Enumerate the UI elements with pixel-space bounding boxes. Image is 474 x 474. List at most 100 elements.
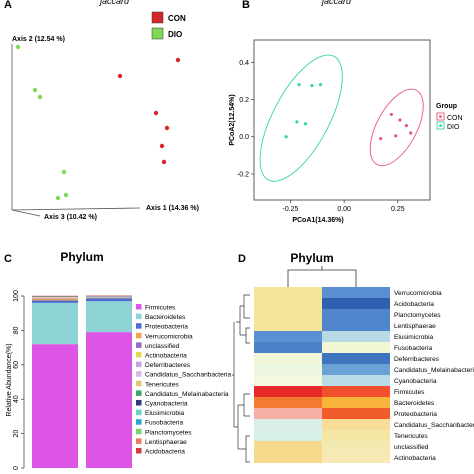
pcoa-ylabel: PCoA2(12.54%) [229, 94, 236, 145]
heatmap-cell [322, 397, 390, 408]
y-tick-label: 80 [13, 326, 20, 334]
legend-label: Actinobacteria [145, 353, 187, 360]
pcoa-point-con [379, 137, 383, 141]
x-tick-label: -0.25 [283, 206, 299, 213]
heatmap-cell [322, 298, 390, 309]
heatmap-cell [322, 452, 390, 463]
bar-segment-proteobacteria [32, 300, 78, 303]
barchart-title: Phylum [60, 250, 103, 264]
legend-swatch [136, 361, 142, 368]
heatmap-cell [254, 408, 322, 419]
legend-swatch [136, 352, 142, 358]
y-tick-label: 60 [13, 361, 20, 369]
bar-segment-proteobacteria [86, 298, 132, 302]
heatmap-row-label: Fusobacteria [394, 345, 432, 352]
heatmap-cell [254, 364, 322, 375]
legend-swatch [136, 448, 142, 454]
phylum-legend: Firmicutes Bacteroidetes Proteobacteria Ver… [136, 304, 231, 456]
bar-segment-bacteroidetes [86, 301, 132, 333]
legend-dio-swatch [151, 27, 164, 40]
heatmap-row-label: Acidobacteria [394, 301, 434, 308]
legend-swatch [136, 390, 142, 396]
y-tick-label: 0 [13, 466, 20, 470]
panel-d: D Phylum Verrucomicrobia Acidobacteria Pla… [232, 251, 474, 463]
heatmap-cell [254, 397, 322, 408]
legend-swatch [136, 428, 142, 435]
y-tick-label: 0.2 [239, 97, 249, 104]
legend-label: Planctomycetes [145, 429, 192, 436]
pcoa-plot-frame [253, 39, 431, 201]
heatmap-cell [322, 342, 390, 353]
legend-label: Acidobacteria [145, 449, 185, 456]
heatmap-cell [254, 331, 322, 342]
legend-swatch [136, 332, 142, 339]
pcoa-legend-dio-dot [439, 124, 442, 127]
bar-segment-unclassified [32, 298, 78, 299]
point-con [159, 143, 165, 149]
legend-swatch [136, 313, 142, 320]
panel-a-label: jaccard [99, 0, 130, 6]
heatmap-row-label: Candidatus_Melainabacteria [394, 367, 474, 374]
bar-segment-firmicutes [86, 332, 132, 468]
heatmap-cell [254, 430, 322, 441]
bar-segment-unclassified [86, 297, 132, 298]
heatmap-cell [254, 287, 322, 298]
barchart-ylabel: Relative Abundance(%) [6, 343, 13, 416]
heatmap-row-label: Lentisphaerae [394, 323, 436, 330]
point-dio [15, 44, 21, 50]
legend-label: Bacteroidetes [145, 314, 186, 321]
heatmap-cell [322, 419, 390, 430]
pcoa-legend-con-swatch [436, 112, 445, 121]
pcoa-plot: -0.25 0.00 0.25 0.4 0.2 0.0 -0.2 [237, 54, 424, 213]
panel-a-letter: A [4, 0, 12, 11]
legend-swatch [136, 304, 142, 310]
heatmap-cell [254, 353, 322, 364]
bar-segment-verrucomicrobia [32, 298, 78, 301]
heatmap-row-label: Tenericutes [394, 433, 428, 440]
pcoa-point-dio [310, 83, 314, 88]
x-tick-label: 0.25 [391, 206, 405, 213]
legend-label: Candidatus_Melainabacteria [145, 391, 229, 398]
point-con [175, 57, 181, 63]
pcoa-legend-con: CON [447, 115, 463, 122]
heatmap-cell [322, 320, 390, 331]
legend-label: Tenericutes [145, 381, 179, 388]
heatmap-row-label: Candidatus_Saccharibacteria [394, 422, 474, 429]
pcoa-point-dio [284, 135, 288, 139]
pcoa-legend-title: Group [436, 103, 457, 110]
heatmap-grid: Verrucomicrobia Acidobacteria Planctomycet… [254, 287, 474, 463]
heatmap-cell [322, 375, 390, 386]
point-dio [55, 195, 61, 201]
heatmap-row-label: Firmicutes [394, 389, 425, 396]
legend-label: Proteobacteria [145, 324, 188, 331]
heatmap-cell [254, 298, 322, 309]
heatmap-cell [322, 287, 390, 298]
legend-label: Verrucomicrobia [145, 333, 193, 340]
legend-swatch [136, 323, 142, 329]
point-dio [37, 94, 43, 100]
heatmap-cell [322, 353, 390, 364]
heatmap-cell [322, 386, 390, 397]
pcoa-point-dio [297, 83, 301, 87]
legend-dio-label: DIO [168, 30, 182, 39]
legend-label: Deferribacteres [145, 362, 191, 369]
legend-label: Lentisphaerae [145, 439, 187, 446]
axis3-line [11, 209, 41, 217]
pcoa-legend-con-dot [439, 115, 442, 118]
heatmap-cell [322, 408, 390, 419]
pcoa-legend-dio-swatch [436, 121, 445, 130]
legend-con-label: CON [168, 14, 186, 23]
legend-swatch [136, 342, 142, 348]
bar-segment-firmicutes [32, 344, 78, 468]
heatmap-cell [254, 309, 322, 320]
y-tick-label: 0.4 [239, 60, 249, 67]
heatmap-cell [254, 375, 322, 386]
panel-a: A jaccard CON DIO Axis 2 (12.54 %) Axis … [4, 0, 199, 221]
legend-label: Elusimicrobia [145, 410, 185, 417]
heatmap-cell [254, 419, 322, 430]
pcoa-point-dio [318, 83, 323, 87]
x-tick-label: 0.00 [337, 206, 351, 213]
panel-c-letter: C [4, 253, 12, 265]
panel-d-letter: D [238, 253, 246, 265]
point-con [153, 110, 159, 116]
